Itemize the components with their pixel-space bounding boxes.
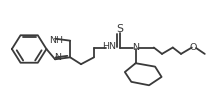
Text: N: N [132, 43, 139, 52]
Text: N: N [54, 53, 61, 62]
Text: S: S [116, 24, 123, 34]
Text: NH: NH [49, 36, 63, 45]
Text: O: O [190, 43, 197, 52]
Text: HN: HN [102, 42, 116, 51]
